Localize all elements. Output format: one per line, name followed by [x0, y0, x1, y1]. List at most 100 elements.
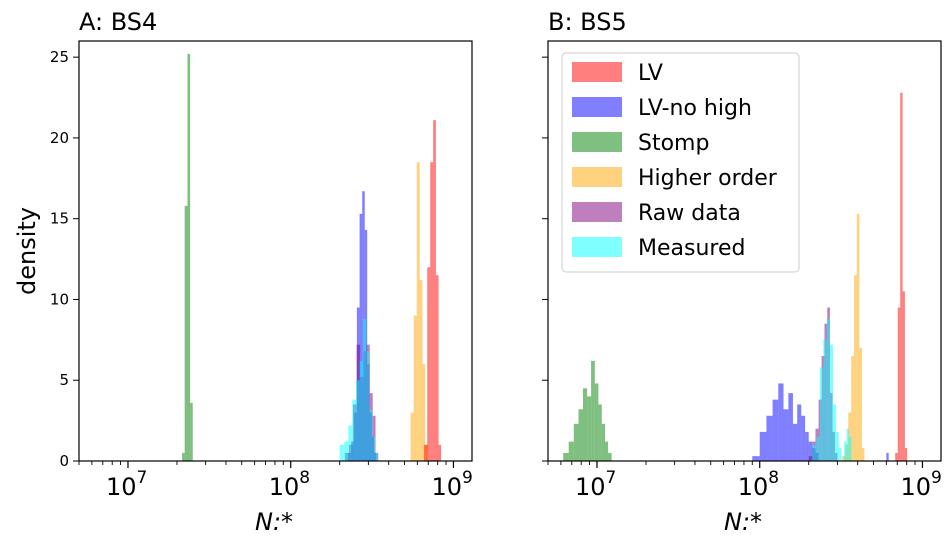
series-higher-order [410, 162, 429, 461]
histogram-bar [856, 213, 860, 461]
histogram-bar [601, 423, 605, 461]
y-tick-label: 0 [59, 452, 69, 470]
histogram-bar [752, 456, 760, 461]
histogram-bar [797, 404, 802, 461]
panel-a-title: A: BS4 [79, 8, 157, 36]
y-tick-label: 5 [59, 371, 69, 389]
legend-label: Higher order [638, 166, 778, 191]
histogram-bar [372, 436, 376, 461]
histogram-bar [808, 456, 813, 461]
histogram-bar [835, 431, 839, 461]
y-tick-label: 25 [50, 48, 69, 66]
series-higher-order [841, 213, 865, 461]
histogram-bar [849, 436, 852, 461]
histogram-bar [788, 393, 793, 461]
panel-a-frame [78, 40, 473, 462]
histogram-bar [841, 456, 846, 461]
histogram-bar [886, 452, 889, 461]
y-tick-label: 15 [50, 210, 69, 228]
histogram-bar [783, 409, 789, 461]
x-tick-label: 107 [106, 468, 147, 501]
panel-a-x-axis-label: N:* [255, 508, 293, 536]
legend-label: Raw data [638, 201, 741, 226]
histogram-bar [861, 448, 865, 461]
histogram-bar [568, 441, 574, 461]
legend-swatch [572, 237, 622, 257]
histogram-bar [819, 367, 824, 461]
panel-a-x-ticks: 107 108 109 [78, 461, 473, 501]
histogram-bar [184, 205, 188, 461]
legend-swatch [572, 97, 622, 117]
histogram-bar [369, 409, 373, 461]
x-tick-label: 108 [269, 468, 310, 501]
x-tick-label: 107 [575, 468, 616, 501]
histogram-bar [829, 344, 833, 461]
histogram-bar [846, 428, 850, 461]
legend-label: Stomp [638, 131, 709, 156]
histogram-bar [859, 347, 862, 461]
histogram-bar [416, 162, 420, 461]
legend: LV LV-no high Stomp Higher order Raw data Mea… [561, 52, 800, 273]
panel-b-x-axis-label: N:* [724, 508, 762, 536]
histogram-bar [182, 452, 185, 461]
series-stomp [182, 53, 193, 462]
histogram-bar [578, 409, 583, 461]
x-tick-label: 109 [431, 468, 472, 501]
legend-swatch [572, 167, 622, 187]
histogram-bar [339, 444, 345, 461]
histogram-bar [759, 431, 767, 461]
histogram-bar [904, 448, 908, 461]
panel-b-y-ticks [542, 56, 548, 462]
legend-label: LV [638, 61, 663, 86]
histogram-bar [427, 267, 431, 461]
x-tick-label: 109 [900, 468, 941, 501]
series-measured [812, 318, 852, 461]
histogram-bar [430, 162, 434, 461]
histogram-bar [823, 339, 827, 461]
y-axis-label: density [13, 207, 41, 295]
panel-b-frame [547, 40, 942, 462]
histogram-bar [410, 412, 414, 461]
histogram-bar [594, 383, 599, 461]
histogram-bar [766, 415, 773, 461]
histogram-bar [832, 404, 836, 461]
histogram-bar [772, 399, 779, 461]
histogram-bar [359, 213, 363, 461]
histogram-bar [900, 92, 903, 461]
histogram-bar [844, 441, 847, 461]
histogram-bar [778, 383, 784, 461]
histogram-bar [838, 448, 842, 461]
histogram-bar [424, 444, 428, 461]
histogram-bar [422, 364, 426, 461]
histogram-bar [190, 402, 193, 461]
histogram-bar [366, 351, 370, 461]
histogram-bar [808, 441, 813, 461]
histogram-bar [895, 452, 898, 461]
x-tick-label: 108 [738, 468, 779, 501]
legend-swatch [572, 202, 622, 222]
series-lv [895, 92, 908, 461]
histogram-bar [598, 404, 602, 461]
panel-b-title: B: BS5 [548, 8, 627, 36]
histogram-bar [805, 431, 809, 461]
histogram-bar [187, 53, 191, 462]
histogram-bar [433, 120, 436, 462]
histogram-bar [902, 291, 905, 461]
panel-b-x-ticks: 107 108 109 [547, 461, 942, 501]
histogram-bar [608, 452, 612, 461]
histogram-bar [826, 318, 830, 461]
histogram-bar [587, 396, 592, 461]
histogram-bar [348, 425, 353, 461]
histogram-bar [605, 441, 609, 461]
y-tick-label: 10 [50, 290, 69, 308]
legend-swatch [572, 62, 622, 82]
histogram-bar [591, 360, 595, 461]
histogram-bar [344, 441, 349, 461]
histogram-bar [851, 356, 855, 461]
series-lv-no-high [752, 383, 889, 461]
legend-label: LV-no high [638, 96, 752, 121]
histogram-bar [419, 280, 423, 461]
histogram-bar [854, 275, 857, 461]
histogram-bar [812, 444, 817, 461]
